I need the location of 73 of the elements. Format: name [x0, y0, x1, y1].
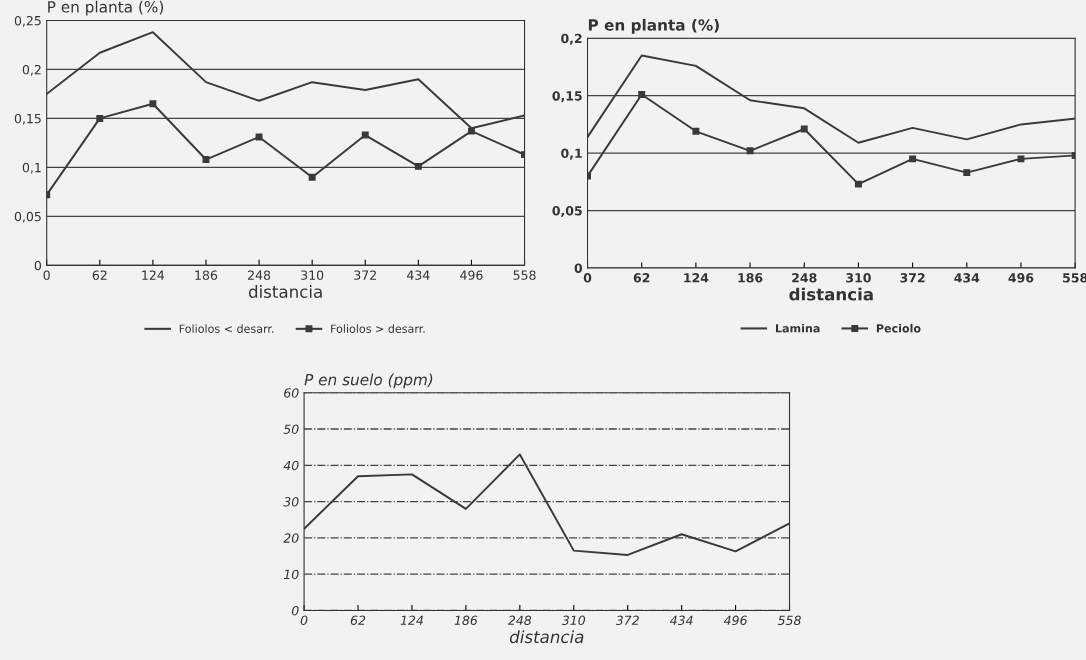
x-tick-label: 558 — [513, 270, 536, 280]
x-tick-label: 310 — [301, 270, 324, 280]
y-tick-label: 0,05 — [552, 206, 582, 218]
point — [692, 127, 700, 135]
point — [963, 169, 971, 177]
y-tick-label: 20 — [283, 533, 299, 543]
x-tick-label: 248 — [507, 615, 532, 626]
legend-label: Foliolos > desarr. — [331, 324, 425, 333]
y-tick-label: 0,15 — [14, 113, 41, 125]
legend-label: Peciolo — [876, 323, 921, 333]
x-tick-label: 186 — [195, 270, 218, 280]
x-tick-label: 186 — [454, 615, 478, 626]
x-tick-label: 124 — [684, 273, 709, 283]
x-tick-label: 248 — [792, 273, 817, 283]
point — [854, 180, 862, 188]
y-tick-label: 0,2 — [561, 33, 582, 45]
point — [638, 91, 646, 99]
x-tick-label: 186 — [738, 273, 763, 283]
x-tick-label: 372 — [615, 615, 639, 626]
point — [149, 100, 157, 108]
x-tick-label: 248 — [248, 270, 271, 280]
x-tick-label: 124 — [400, 615, 423, 625]
x-tick-label: 434 — [669, 615, 693, 626]
x-tick-label: 434 — [954, 273, 980, 283]
point — [255, 133, 263, 141]
y-tick-label: 0 — [291, 605, 299, 616]
y-tick-label: 10 — [283, 569, 299, 580]
y-axis-title: P en planta (%) — [588, 18, 719, 34]
y-axis-title: P en planta (%) — [48, 0, 164, 16]
x-tick-label: 62 — [350, 615, 366, 626]
point — [308, 173, 316, 181]
y-tick-label: 30 — [283, 497, 299, 507]
y-tick-label: 0,15 — [552, 91, 582, 103]
y-tick-label: 0,1 — [561, 148, 582, 160]
x-tick-label: 496 — [723, 615, 747, 626]
y-tick-label: 0 — [574, 263, 583, 273]
x-tick-label: 124 — [142, 270, 165, 280]
x-tick-label: 372 — [900, 273, 925, 283]
point — [746, 147, 754, 155]
legend-label: Lamina — [775, 323, 820, 333]
x-axis-title: distancia — [509, 630, 584, 644]
x-axis-title: distancia — [248, 285, 322, 298]
x-axis-title: distancia — [789, 287, 873, 301]
legend-label: Foliolos < desarr. — [179, 324, 274, 333]
y-tick-label: 60 — [284, 388, 299, 398]
y-tick-label: 40 — [283, 460, 299, 471]
x-tick-label: 434 — [407, 270, 430, 280]
point — [361, 131, 369, 139]
x-tick-label: 0 — [43, 270, 50, 280]
x-tick-label: 496 — [460, 270, 483, 280]
x-tick-label: 372 — [354, 270, 376, 280]
x-tick-label: 496 — [1008, 273, 1034, 283]
x-tick-label: 310 — [846, 273, 871, 283]
x-tick-label: 62 — [633, 273, 650, 283]
y-tick-label: 0,25 — [14, 15, 41, 27]
x-tick-label: 0 — [583, 273, 592, 283]
point — [1017, 155, 1025, 163]
y-axis-title: P en suelo (ppm) — [304, 373, 433, 389]
point — [414, 162, 422, 170]
y-tick-label: 50 — [283, 424, 299, 434]
point — [202, 156, 210, 164]
y-tick-label: 0,1 — [22, 162, 41, 174]
x-tick-label: 558 — [777, 615, 801, 626]
y-tick-label: 0 — [34, 260, 42, 271]
point — [800, 125, 808, 133]
point — [467, 127, 475, 135]
x-tick-label: 62 — [92, 270, 107, 280]
point — [909, 155, 917, 163]
point — [96, 114, 104, 122]
y-tick-label: 0,05 — [14, 211, 41, 223]
y-tick-label: 0,2 — [22, 64, 41, 76]
x-tick-label: 0 — [300, 615, 308, 626]
x-tick-label: 310 — [561, 615, 586, 626]
